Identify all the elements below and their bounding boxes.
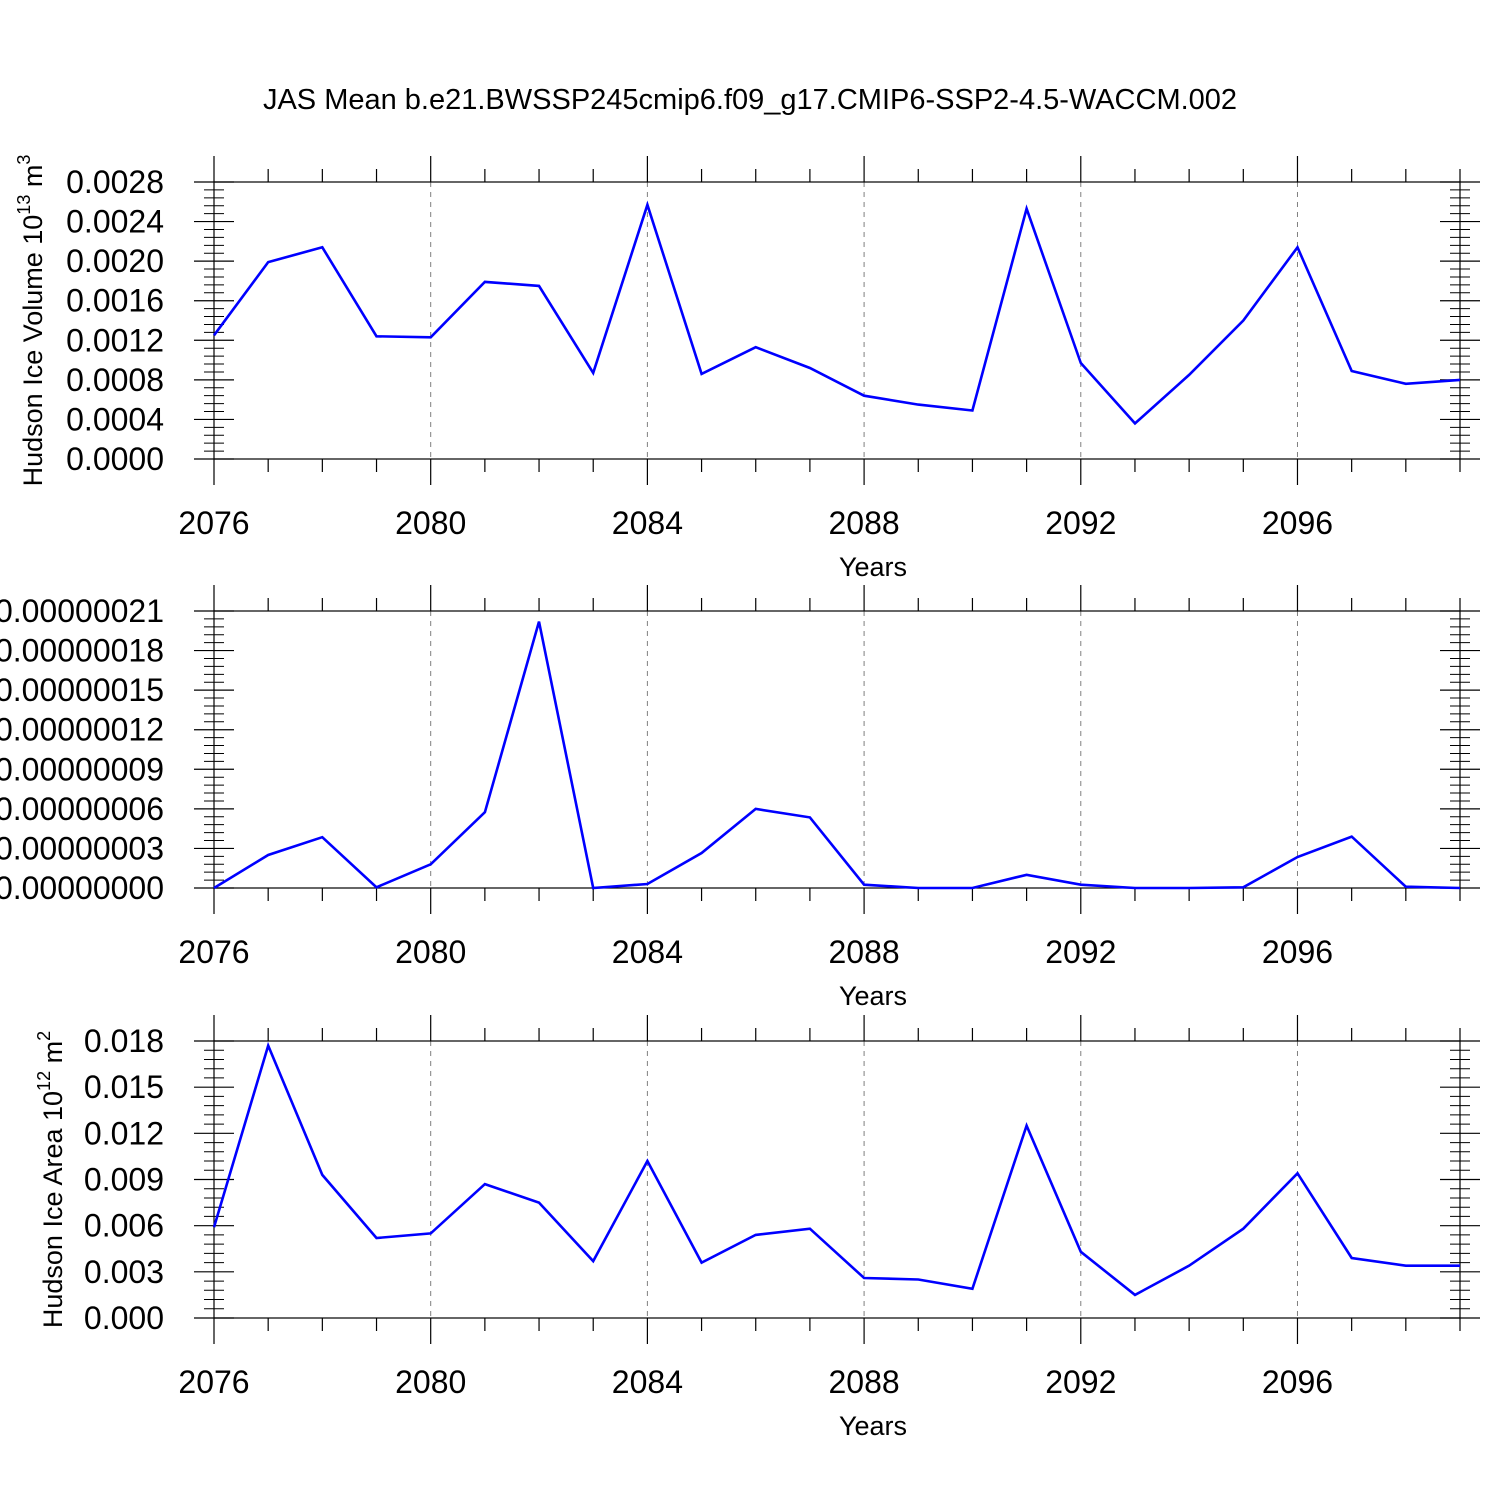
y-tick-label: 0.0008 (66, 362, 164, 398)
x-axis-label: Years (839, 1411, 907, 1441)
y-tick-label: 0.0004 (66, 401, 164, 437)
x-tick-label: 2084 (612, 1364, 683, 1400)
panels: 2076 2080 2084 2088 2092 2096 Years 0.0000 0.000… (0, 155, 1480, 1441)
y-tick-label: 0.003 (84, 1254, 164, 1290)
y-axis-label-superscript: 3 (14, 155, 34, 165)
y-axis-label: Hudson Ice Volume 1013 m3 (14, 155, 48, 487)
y-axis-label-text: Hudson Ice Volume 10 (18, 215, 48, 487)
x-tick-label: 2084 (612, 934, 683, 970)
y-tick-label: 0.00000009 (0, 751, 164, 787)
x-tick-label: 2092 (1045, 1364, 1116, 1400)
panel-2: 2076 2080 2084 2088 2092 2096 Years 0.00000000 0… (0, 585, 1480, 1011)
y-tick-label: 0.00000003 (0, 830, 164, 866)
y-tick-label: 0.018 (84, 1023, 164, 1059)
y-tick-label: 0.00000015 (0, 672, 164, 708)
x-tick-label: 2092 (1045, 934, 1116, 970)
x-axis-label: Years (839, 552, 907, 582)
y-tick-label: 0.0020 (66, 243, 164, 279)
x-tick-label: 2096 (1262, 934, 1333, 970)
x-tick-label: 2092 (1045, 505, 1116, 541)
x-tick-label: 2088 (828, 1364, 899, 1400)
x-tick-label: 2096 (1262, 1364, 1333, 1400)
y-axis-label-text: m (18, 165, 48, 195)
y-axis-label-text: Hudson Ice Area 10 (38, 1091, 68, 1328)
panel-1: 2076 2080 2084 2088 2092 2096 Years 0.0000 0.000… (14, 155, 1480, 582)
x-tick-label: 2076 (178, 1364, 249, 1400)
y-tick-label: 0.000 (84, 1300, 164, 1336)
figure-title: JAS Mean b.e21.BWSSP245cmip6.f09_g17.CMI… (263, 84, 1237, 116)
y-tick-label: 0.0024 (66, 204, 164, 240)
y-tick-label: 0.00000021 (0, 593, 164, 629)
x-tick-label: 2084 (612, 505, 683, 541)
x-tick-label: 2088 (828, 505, 899, 541)
x-tick-label: 2080 (395, 934, 466, 970)
y-axis-label-superscript: 2 (34, 1031, 54, 1041)
panel-3: 2076 2080 2084 2088 2092 2096 Years 0.000 0.003 0… (34, 1015, 1480, 1441)
x-axis-label: Years (839, 981, 907, 1011)
plot-frame (213, 610, 1461, 889)
x-tick-label: 2080 (395, 1364, 466, 1400)
y-tick-label: 0.006 (84, 1208, 164, 1244)
y-axis-label: Hudson Ice Area 1012 m2 (34, 1031, 68, 1328)
plot-frame (213, 1040, 1461, 1319)
x-tick-label: 2096 (1262, 505, 1333, 541)
y-tick-label: 0.0000 (66, 441, 164, 477)
y-tick-label: 0.00000000 (0, 870, 164, 906)
y-axis-label-superscript: 12 (34, 1071, 54, 1091)
x-tick-label: 2080 (395, 505, 466, 541)
y-tick-label: 0.00000012 (0, 712, 164, 748)
y-axis-label-text: m (38, 1041, 68, 1071)
plot-frame (213, 181, 1461, 460)
y-tick-label: 0.00000018 (0, 633, 164, 669)
y-tick-label: 0.00000006 (0, 791, 164, 827)
y-axis-label-superscript: 13 (14, 195, 34, 215)
y-tick-label: 0.012 (84, 1115, 164, 1151)
y-tick-label: 0.0012 (66, 322, 164, 358)
x-tick-label: 2076 (178, 934, 249, 970)
series-line (213, 621, 1461, 890)
series-line (212, 1041, 1460, 1297)
series-line (212, 200, 1461, 426)
y-tick-label: 0.009 (84, 1162, 164, 1198)
y-tick-label: 0.0016 (66, 283, 164, 319)
x-tick-label: 2088 (828, 934, 899, 970)
y-tick-label: 0.0028 (66, 164, 164, 200)
y-tick-label: 0.015 (84, 1069, 164, 1105)
x-tick-label: 2076 (178, 505, 249, 541)
